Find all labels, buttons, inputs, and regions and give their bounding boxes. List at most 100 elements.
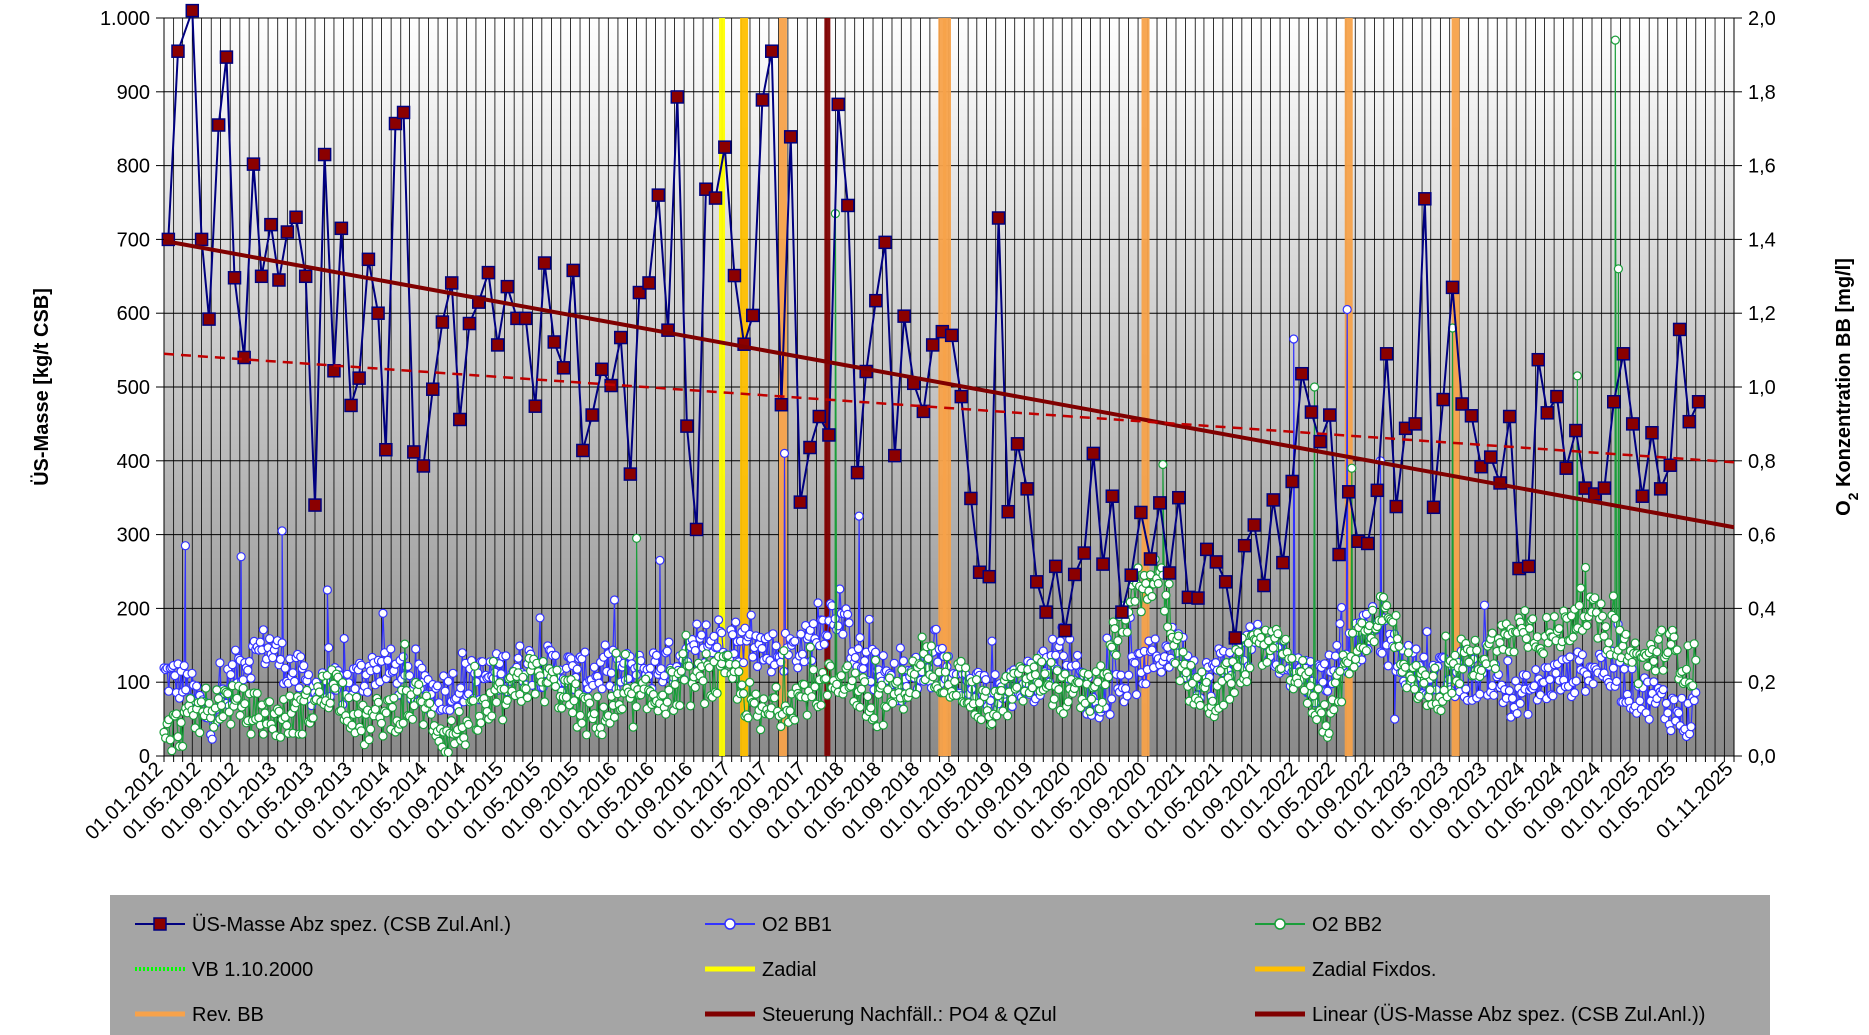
series-us-masse-point [576,443,590,458]
series-o2-bb2-point [658,690,668,700]
series-us-masse-point [1124,568,1138,582]
series-o2-bb2-point [662,697,672,707]
series-o2-bb1-point [1383,661,1393,671]
series-o2-bb2-point [1378,592,1389,603]
series-o2-bb2-point [987,719,997,729]
series-us-masse-point [1540,406,1555,420]
series-o2-bb2-point [1649,656,1659,667]
series-o2-bb2-point [1086,694,1097,704]
series-o2-bb2-point [940,667,951,677]
series-o2-bb2-point [816,700,826,710]
series-o2-bb2-point [1018,696,1028,706]
series-o2-bb2-point [550,681,561,692]
series-o2-bb2-point [285,691,295,701]
series-o2-bb1-point [1055,636,1066,646]
series-us-masse-point [1199,542,1214,557]
series-us-masse-point [1096,557,1110,571]
legend-item: ÜS-Masse Abz spez. (CSB Zul.Anl.) [135,914,511,936]
series-us-masse-point [1360,536,1375,551]
series-us-masse-point [595,362,609,377]
series-o2-bb1-point [1120,684,1131,694]
series-o2-bb2-point [676,666,686,676]
legend-item: Zadial [705,959,816,981]
series-o2-bb1-point [1580,686,1591,697]
series-o2-bb1-point [1322,686,1333,696]
series-o2-bb2-point [1080,698,1090,708]
series-o2-bb2-point [260,708,270,718]
series-o2-bb1-point [1666,725,1676,736]
series-us-masse-point [1172,490,1186,505]
series-us-masse-point [642,276,656,290]
series-o2-bb2-point [1520,605,1530,616]
series-us-masse-point [246,157,261,171]
series-o2-bb2-point [1400,662,1410,672]
series-o2-bb2-point [463,719,474,730]
series-o2-bb2-point [561,692,572,702]
series-o2-bb2-point [956,656,966,667]
series-us-masse-point [481,265,496,280]
y2-tick-label: 1,2 [1748,303,1776,325]
series-o2-bb2-point [802,710,812,720]
series-o2-bb2-point [897,665,907,675]
series-us-masse-point [1645,426,1659,440]
series-o2-bb1-point [717,628,727,638]
series-o2-bb1-point [1130,658,1140,668]
y2-tick-label: 0,0 [1748,746,1776,768]
series-us-masse-point [1077,546,1092,560]
y-tick-label: 200 [117,598,150,620]
series-o2-bb1-point [696,630,707,640]
series-o2-bb2-point [522,692,533,703]
series-o2-bb1-point [878,650,888,661]
series-o2-bb1-point [383,655,393,665]
series-us-masse-point [783,130,798,144]
series-o2-bb2-point [1030,670,1041,680]
event-marker [938,18,947,756]
series-us-masse-point [954,389,969,404]
series-o2-bb1-point [662,646,672,656]
series-o2-bb2-point [609,712,620,722]
series-us-masse-point [878,235,892,250]
series-o2-bb1-point [623,673,634,684]
series-us-masse-point [1237,538,1252,553]
series-us-masse-point [298,269,313,284]
series-o2-bb2-point [799,679,809,690]
series-o2-bb2-point [704,663,714,673]
series-o2-bb1-point [456,683,466,693]
series-o2-bb2-point [366,724,376,734]
series-us-masse-point [344,398,358,413]
series-o2-bb2-point [240,699,250,709]
series-o2-bb2-point [389,693,399,703]
series-o2-bb2-point [1476,665,1487,676]
series-o2-bb2-point [842,661,853,671]
trend-linear [163,238,1735,530]
series-us-masse-point [396,105,411,120]
series-o2-bb1-point [589,662,599,672]
series-o2-bb1-point [294,683,304,693]
series-o2-bb2-point [1627,657,1637,667]
series-o2-bb2-point [1330,678,1341,688]
series-o2-bb1-point [227,660,237,670]
series-o2-bb2-point [883,685,893,695]
series-us-masse-point [280,225,295,239]
series-us-masse-point [1001,504,1015,519]
series-us-masse-point [1464,409,1479,423]
trend-dashed [163,352,1735,464]
series-o2-bb2-point [1470,635,1480,645]
series-o2-bb1-point [1318,677,1328,687]
series-o2-bb2-point [1130,596,1140,606]
series-o2-bb2-point [481,699,491,709]
series-o2-bb1-point [1335,618,1345,629]
series-o2-bb2-point [1096,661,1106,671]
series-us-masse-point [1218,575,1233,589]
series-us-masse-point [289,210,303,225]
series-o2-bb2-point [1666,639,1676,650]
series-o2-bb2-point [216,700,227,711]
series-o2-bb1-point [1131,689,1142,700]
series-us-masse-point [1426,500,1441,515]
series-o2-bb2-point [1029,662,1039,672]
series-us-masse-point [264,217,278,232]
series-o2-bb1-point [1150,634,1160,644]
series-o2-bb1-point [659,671,669,681]
series-us-masse-point [1247,518,1262,532]
series-o2-bb2-point [1305,681,1316,691]
